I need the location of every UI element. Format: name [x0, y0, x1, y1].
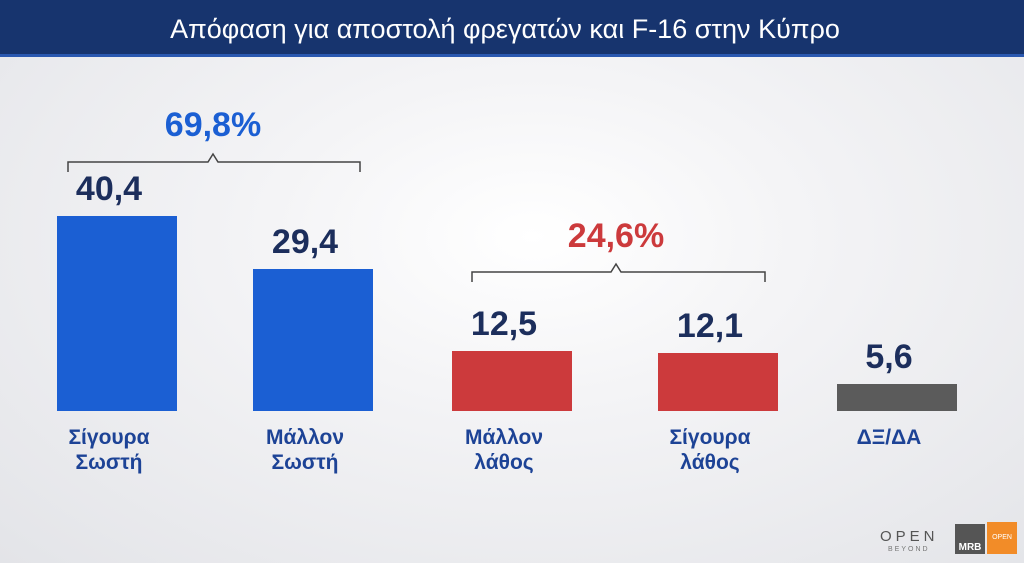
value-label: 5,6 [865, 337, 913, 376]
group-total: 69,8% [164, 106, 262, 144]
category-label: Μάλλον Σωστή [265, 426, 344, 474]
bar [253, 268, 373, 411]
logo-text: OPEN [880, 528, 939, 545]
chart-title: Απόφαση για αποστολή φρεγατών και F-16 σ… [170, 14, 840, 44]
bar [57, 215, 177, 411]
value-label: 12,1 [676, 306, 744, 345]
category-label: Μάλλον λάθος [464, 426, 543, 474]
bar [837, 383, 957, 411]
category-label: Σίγουρα Σωστή [68, 426, 150, 474]
bar [658, 352, 778, 411]
value-label: 40,4 [75, 169, 143, 208]
bracket [471, 262, 766, 282]
logo-text: BEYOND [888, 546, 930, 553]
header-bar [0, 0, 1024, 57]
value-label: 12,5 [470, 304, 538, 343]
bracket [67, 152, 361, 172]
bar [452, 350, 572, 411]
group-total: 24,6% [567, 217, 665, 255]
category-label: ΔΞ/ΔΑ [856, 426, 922, 449]
category-label: Σίγουρα λάθος [669, 426, 751, 474]
value-label: 29,4 [271, 222, 339, 261]
logo-text: OPEN [987, 522, 1017, 554]
logo-text: MRB [955, 524, 985, 554]
